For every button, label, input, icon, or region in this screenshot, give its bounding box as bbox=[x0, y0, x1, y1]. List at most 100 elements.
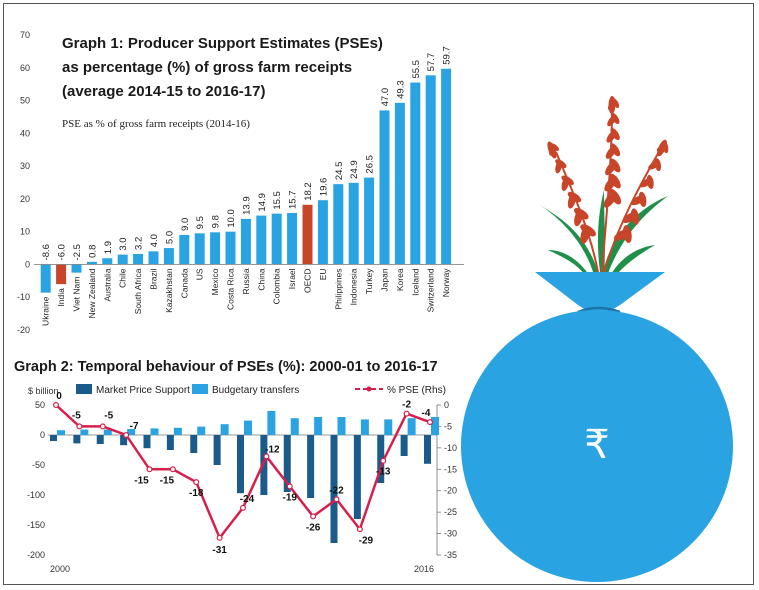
graph1-value-label: 3.0 bbox=[118, 237, 129, 250]
graph2-pse-point bbox=[310, 513, 317, 520]
graph1-title-line3: (average 2014-15 to 2016-17) bbox=[62, 83, 265, 100]
graph2-bar-budgetary-transfers bbox=[314, 417, 323, 435]
legend-label-pse: % PSE (Rhs) bbox=[387, 385, 446, 396]
graph2-right-axis: 0 -5 -10 -15 -20 -25 -30 -35 bbox=[436, 400, 457, 560]
graph2-bar-budgetary-transfers bbox=[290, 418, 299, 435]
graph2-pse-point bbox=[380, 457, 387, 464]
graph1-bar bbox=[333, 184, 344, 265]
graph1-category-label: Israel bbox=[287, 268, 297, 289]
graph1-y-tick-label: 60 bbox=[20, 63, 30, 73]
graph1-category-label: Kazakhstan bbox=[164, 268, 174, 313]
graph1-bar bbox=[317, 200, 328, 265]
graph2-pse-point bbox=[216, 534, 223, 541]
graph1-value-label: 19.6 bbox=[318, 178, 329, 197]
graph2-bar-budgetary-transfers bbox=[384, 419, 393, 435]
graph2-bar-budgetary-transfers bbox=[360, 419, 369, 435]
wheat-grains-icon bbox=[547, 96, 669, 244]
graph2-bar-market-price-support bbox=[166, 435, 174, 450]
graph2-right-tick-label: 0 bbox=[444, 400, 449, 410]
graph2-bar-budgetary-transfers bbox=[103, 429, 112, 435]
graph1-y-tick-label: 50 bbox=[20, 96, 30, 106]
graph2-left-axis: 50 0 -50 -100 -150 -200 bbox=[27, 400, 45, 560]
graph2-bar-market-price-support bbox=[213, 435, 221, 465]
graph2-bar-budgetary-transfers bbox=[267, 411, 276, 435]
graph2-pse-label: -13 bbox=[376, 467, 391, 478]
graph2-left-tick-label: 50 bbox=[35, 400, 45, 410]
graph1-value-label: 57.7 bbox=[426, 53, 437, 72]
graph2-bar-budgetary-transfers bbox=[244, 420, 252, 435]
graph1-category-label: Colombia bbox=[272, 268, 282, 304]
graph1-category-label: EU bbox=[318, 268, 328, 280]
graph2-pse-label: -15 bbox=[160, 475, 175, 486]
graph1-category-label: Costa Rica bbox=[226, 268, 236, 310]
graph1-bar bbox=[379, 110, 390, 265]
graph1-value-label: 0.8 bbox=[87, 245, 98, 258]
graph1-category-label: Viet Nam bbox=[72, 277, 82, 312]
rupee-symbol: ₹ bbox=[584, 423, 609, 467]
graph1-category-label: Philippines bbox=[333, 268, 343, 309]
legend-swatch-pse-marker bbox=[366, 386, 372, 392]
graph2-pse-point bbox=[169, 466, 176, 473]
graph2-bar-budgetary-transfers bbox=[173, 427, 182, 435]
graph2-bar-budgetary-transfers bbox=[407, 418, 416, 435]
graph2-pse-label: -24 bbox=[240, 494, 255, 505]
graph1-y-tick-label: 30 bbox=[20, 161, 30, 171]
graph1-category-label: Australia bbox=[102, 268, 112, 301]
graph2-pse-label: -31 bbox=[212, 545, 227, 556]
graph1-bar bbox=[133, 253, 144, 265]
graph2-left-tick-label: -50 bbox=[32, 460, 45, 470]
graph1-value-label: 47.0 bbox=[380, 88, 391, 107]
graph2-pse-labels: 0 -5 -5 -7 -15 -15 -18 -31 -24 -12 -19 -26 -22 -29 -13… bbox=[56, 391, 431, 556]
graph1-category-label: South Africa bbox=[133, 268, 143, 314]
graph1-category-label: Korea bbox=[395, 268, 405, 291]
graph2-bar-market-price-support bbox=[377, 435, 385, 483]
graph2-bar-market-price-support bbox=[260, 435, 268, 495]
graph1-y-tick-label: -10 bbox=[17, 292, 30, 302]
graph1-value-label: 55.5 bbox=[411, 60, 422, 79]
graph2-pse-point bbox=[286, 483, 293, 490]
graph2-bar-budgetary-transfers bbox=[337, 417, 346, 435]
graph2-pse-label: -18 bbox=[189, 488, 204, 499]
graph1-y-tick-label: 20 bbox=[20, 194, 30, 204]
graph2-bar-market-price-support bbox=[73, 435, 81, 444]
graph2-x-start-label: 2000 bbox=[50, 564, 70, 574]
graph2-left-tick-label: 0 bbox=[40, 430, 45, 440]
graph2-bar-market-price-support bbox=[400, 435, 408, 456]
graph2-title: Graph 2: Temporal behaviour of PSEs (%):… bbox=[14, 359, 438, 375]
graph1-y-tick-label: 0 bbox=[25, 259, 30, 269]
graph1-bar bbox=[240, 218, 251, 265]
graph1-category-label: Chile bbox=[118, 268, 128, 288]
graph2-bar-market-price-support bbox=[307, 435, 315, 498]
graph2-bar-market-price-support bbox=[143, 435, 151, 449]
graph2-pse-point bbox=[240, 504, 247, 511]
graph1-bar bbox=[410, 82, 421, 265]
graph2-bar-market-price-support bbox=[330, 435, 338, 543]
graph1-bar bbox=[117, 254, 128, 265]
graph1-value-label: 1.9 bbox=[103, 241, 114, 254]
graph1-value-label: 14.9 bbox=[257, 193, 268, 212]
graph2-temporal-pse: Graph 2: Temporal behaviour of PSEs (%):… bbox=[14, 359, 457, 574]
graph2-bars bbox=[50, 411, 439, 543]
graph2-bar-budgetary-transfers bbox=[220, 424, 229, 435]
graph1-value-label: 9.8 bbox=[211, 215, 222, 228]
graph1-value-label: 5.0 bbox=[164, 231, 175, 244]
graph1-value-label: 24.9 bbox=[349, 160, 360, 179]
graph1-bar bbox=[348, 182, 359, 265]
graph1-category-label: Turkey bbox=[364, 268, 374, 294]
graph1-y-tick-label: 40 bbox=[20, 128, 30, 138]
graph2-pse-label: -5 bbox=[72, 410, 81, 421]
graph2-pse-label: -19 bbox=[283, 492, 298, 503]
graph1-value-label: 59.7 bbox=[442, 46, 453, 65]
graph2-bar-budgetary-transfers bbox=[57, 430, 65, 435]
graph1-bar bbox=[194, 233, 205, 265]
graph2-pse-point bbox=[333, 496, 340, 503]
graph2-pse-label: 0 bbox=[56, 391, 62, 402]
graph2-bar-market-price-support bbox=[424, 435, 431, 464]
graph2-pse-point bbox=[76, 423, 83, 430]
graph1-bar bbox=[148, 251, 159, 265]
graph2-pse-label: -29 bbox=[359, 535, 374, 546]
graph1-title-line1: Graph 1: Producer Support Estimates (PSE… bbox=[62, 35, 383, 52]
graph1-category-label: India bbox=[56, 288, 66, 307]
graph2-left-tick-label: -150 bbox=[27, 520, 45, 530]
graph1-value-label: -2.5 bbox=[72, 244, 83, 260]
